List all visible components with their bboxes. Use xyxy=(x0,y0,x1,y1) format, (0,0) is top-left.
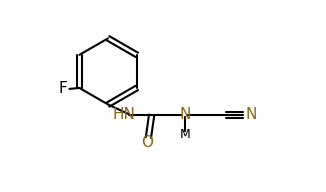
Text: N: N xyxy=(245,107,257,122)
Text: N: N xyxy=(179,107,190,122)
Text: M: M xyxy=(179,128,190,141)
Text: O: O xyxy=(141,135,153,150)
Text: HN: HN xyxy=(113,107,136,122)
Text: F: F xyxy=(58,81,67,96)
